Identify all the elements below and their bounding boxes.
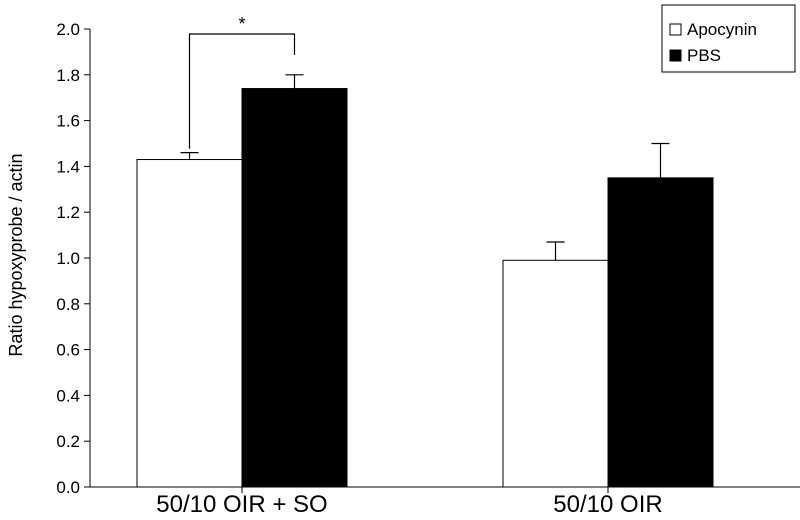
category-labels: 50/10 OIR + SO 50/10 OIR [156, 491, 662, 518]
y-tick-label: 0.0 [56, 478, 80, 497]
legend-swatch-apocynin [669, 23, 682, 36]
y-tick-label: 1.0 [56, 249, 80, 268]
legend-frame [661, 4, 796, 73]
legend-label-pbs: PBS [687, 46, 721, 65]
bars [136, 88, 714, 488]
y-tick-label: 1.8 [56, 66, 80, 85]
y-tick-label: 0.4 [56, 386, 80, 405]
significance-bracket [188, 33, 296, 149]
y-tick-label: 0.6 [56, 341, 80, 360]
x-category-label: 50/10 OIR [553, 491, 662, 518]
x-category-label: 50/10 OIR + SO [156, 491, 327, 518]
y-tick-label: 0.8 [56, 295, 80, 314]
y-axis-title: Ratio hypoxyprobe / actin [6, 153, 26, 356]
y-tick-label: 1.2 [56, 203, 80, 222]
y-tick-label: 1.4 [56, 157, 80, 176]
bar-apocynin-0 [136, 159, 243, 488]
legend-label-apocynin: Apocynin [687, 20, 757, 39]
significance-annotations: * [188, 14, 296, 149]
y-tick-label: 1.6 [56, 112, 80, 131]
bar-pbs-1 [607, 177, 714, 488]
y-tick-label: 0.2 [56, 432, 80, 451]
error-bars [180, 74, 670, 261]
bar-apocynin-1 [502, 259, 609, 488]
significance-star: * [238, 14, 245, 34]
legend: Apocynin PBS [661, 4, 796, 73]
y-tick-label: 2.0 [56, 20, 80, 39]
legend-swatch-pbs [669, 49, 682, 62]
bar-pbs-0 [241, 88, 348, 488]
y-axis-ticks: 0.0 0.2 0.4 0.6 0.8 1.0 1.2 1.4 1.6 1.8 2.0 [56, 20, 90, 497]
